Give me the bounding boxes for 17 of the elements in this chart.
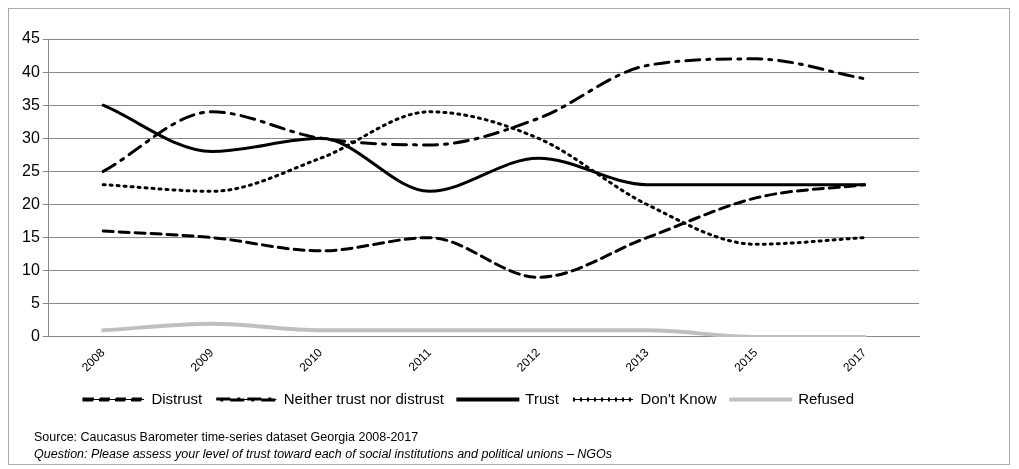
y-tick-label: 30 xyxy=(22,128,40,146)
y-tick-label: 20 xyxy=(22,194,40,212)
y-tick-label: 45 xyxy=(22,29,40,47)
y-tick-label: 25 xyxy=(22,161,40,179)
legend-label: Trust xyxy=(525,389,560,407)
legend-label: Refused xyxy=(798,389,855,407)
source-note: Source: Caucasus Barometer time-series dataset Georgia 2008-2017 xyxy=(34,429,420,446)
y-tick-label: 10 xyxy=(22,261,40,279)
legend-label: Distrust xyxy=(151,389,204,407)
legend-label: Neither trust nor distrust xyxy=(283,389,445,407)
y-tick-label: 5 xyxy=(30,294,40,312)
legend-label: Don't Know xyxy=(640,389,717,407)
text: Question: Please assess your level of trust toward each of social institutions and political unions – NGOs xyxy=(34,446,613,463)
y-tick-label: 15 xyxy=(22,228,40,246)
y-tick-label: 40 xyxy=(22,62,40,80)
y-tick-label: 0 xyxy=(30,327,40,345)
y-tick-label: 35 xyxy=(22,95,40,113)
